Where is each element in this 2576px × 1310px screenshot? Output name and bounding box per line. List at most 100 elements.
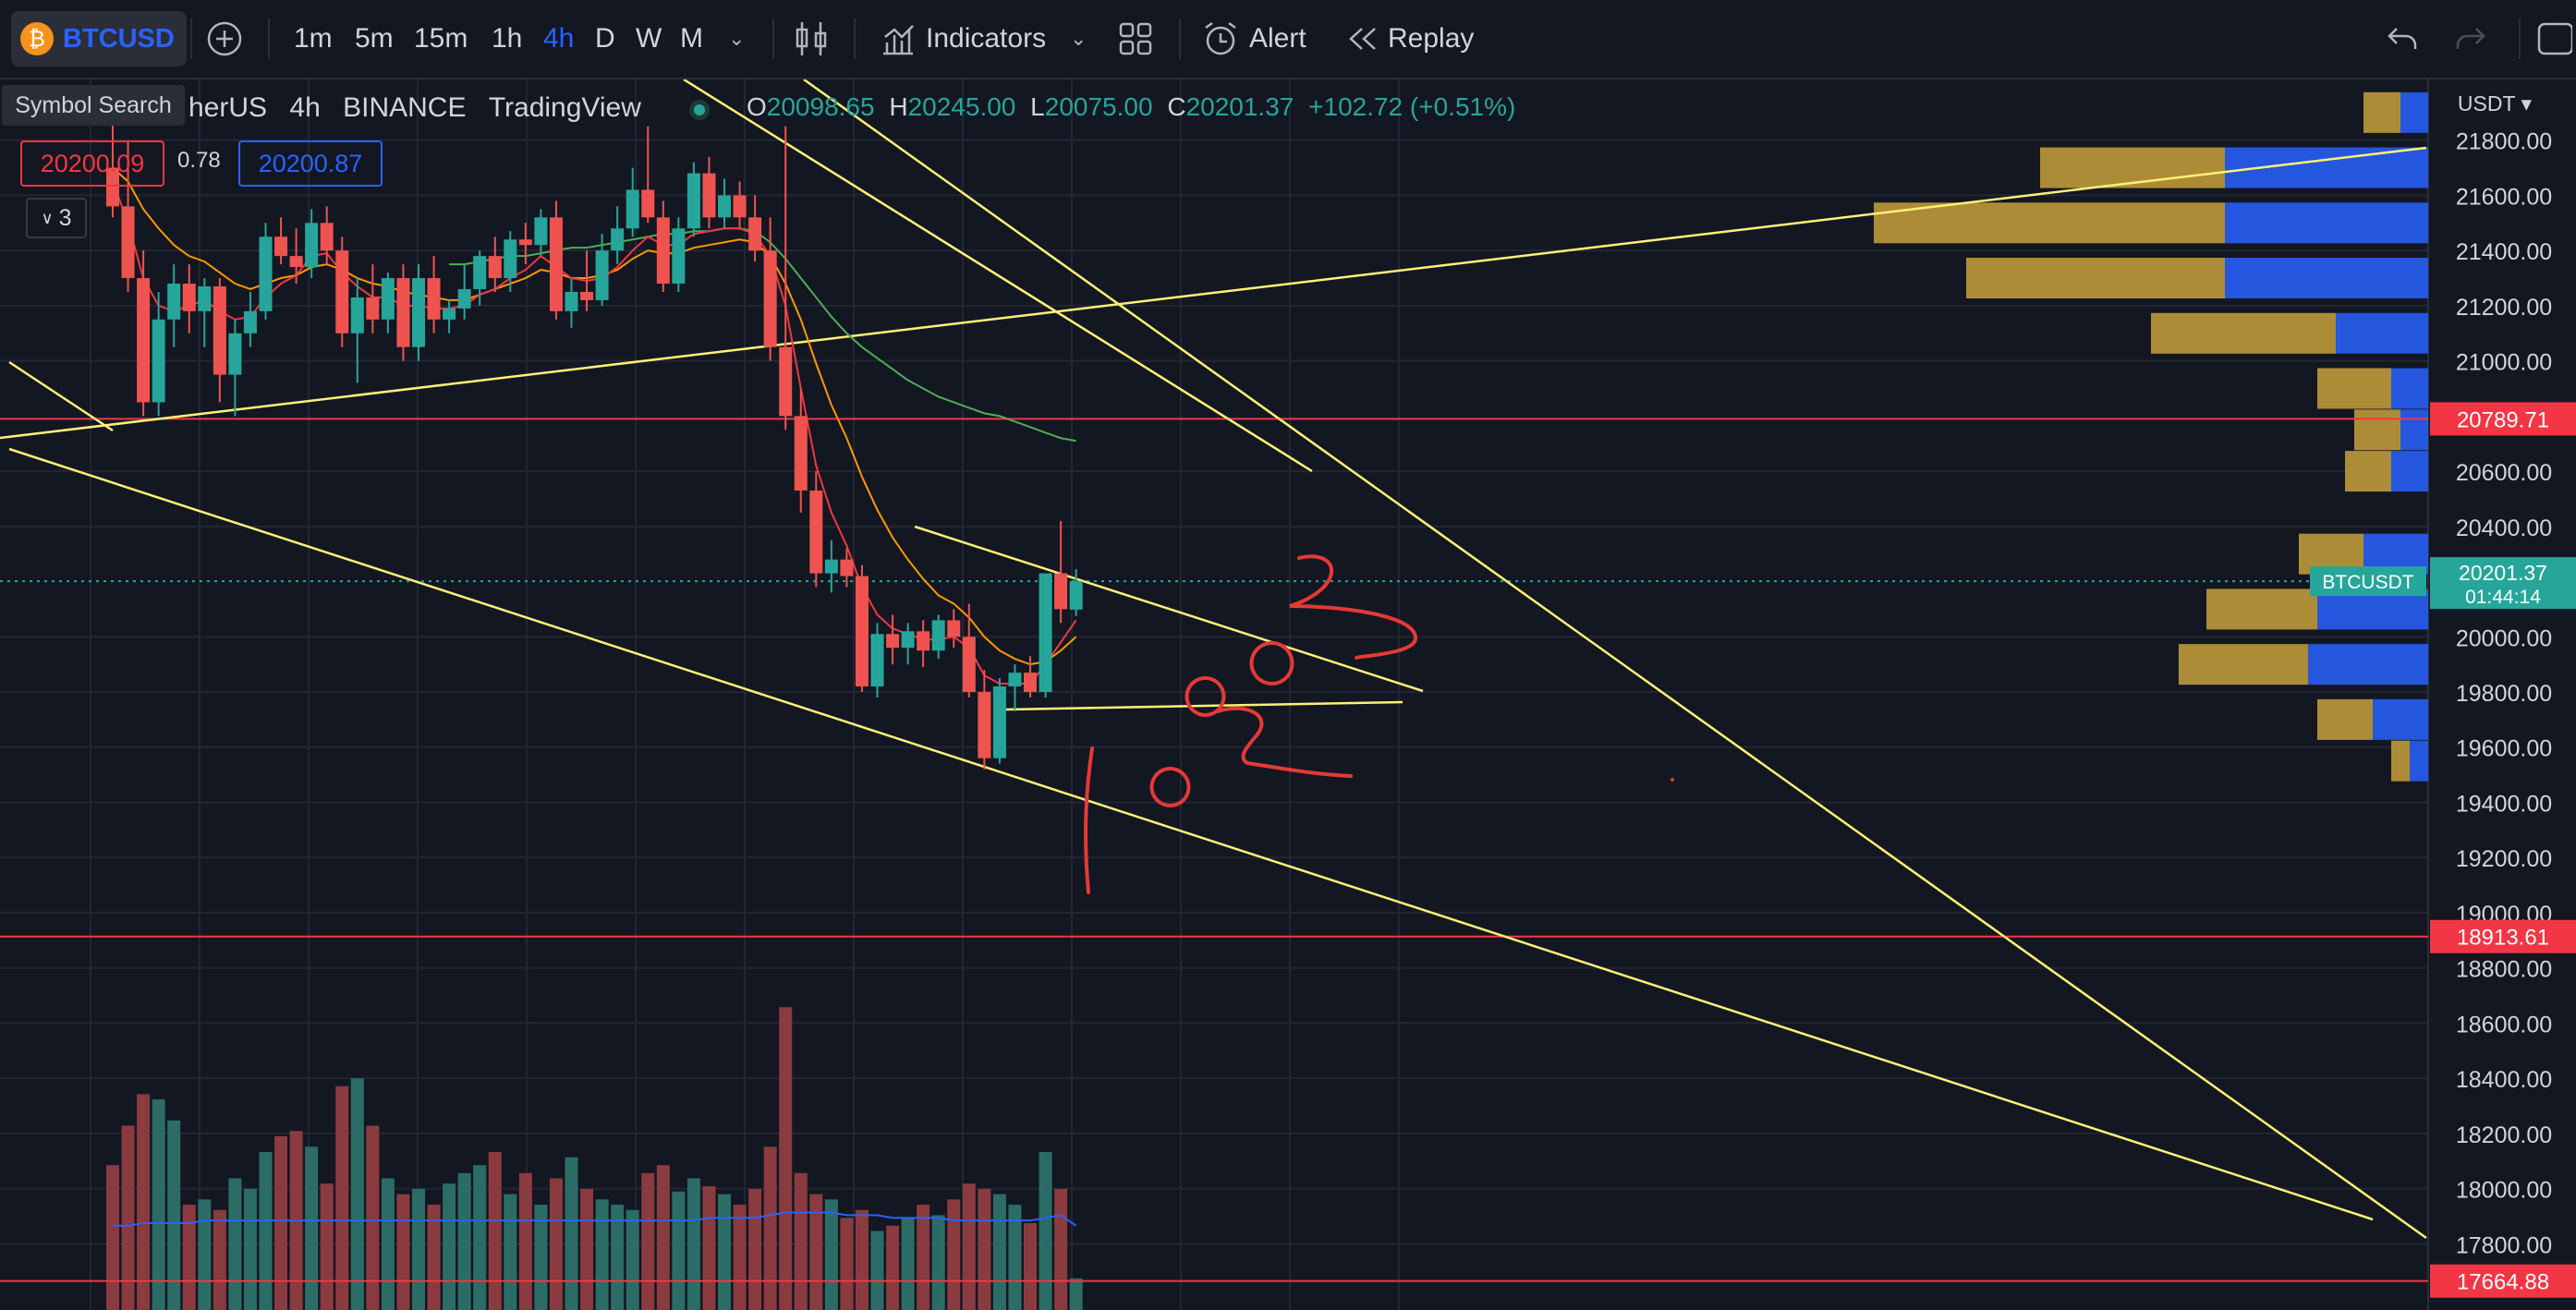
candle-body[interactable]: [1024, 673, 1037, 693]
trendline[interactable]: [8, 447, 2374, 1221]
candle-body[interactable]: [518, 239, 532, 246]
candle-body[interactable]: [350, 297, 364, 334]
candle-body[interactable]: [443, 308, 456, 320]
candle-body[interactable]: [917, 631, 930, 651]
candle-body[interactable]: [504, 239, 517, 279]
candle-body[interactable]: [733, 195, 747, 218]
candle-body[interactable]: [106, 167, 119, 207]
candle-body[interactable]: [840, 559, 854, 576]
candle-body[interactable]: [978, 692, 991, 758]
layout-templates-button[interactable]: [1118, 0, 1153, 78]
symbol-search-button[interactable]: ₿ BTCUSD: [11, 11, 187, 67]
volume-bar: [198, 1199, 212, 1310]
trendline[interactable]: [8, 360, 114, 432]
candle-body[interactable]: [672, 228, 686, 285]
candle-body[interactable]: [992, 686, 1006, 758]
candle-body[interactable]: [763, 250, 777, 347]
candle-body[interactable]: [1008, 673, 1022, 687]
legend-title-row: herUS 4h BINANCE TradingView: [188, 92, 641, 124]
candle-body[interactable]: [931, 620, 945, 651]
candle-body[interactable]: [870, 634, 884, 687]
sell-price-box[interactable]: 20200.09: [20, 140, 164, 187]
interval-d-button[interactable]: D: [595, 23, 615, 54]
candle-body[interactable]: [289, 256, 303, 268]
interval-5m-button[interactable]: 5m: [355, 23, 394, 54]
volume-bar: [641, 1172, 655, 1310]
candle-body[interactable]: [809, 490, 823, 574]
trendline[interactable]: [1004, 700, 1403, 711]
candle-body[interactable]: [335, 250, 349, 334]
candle-body[interactable]: [702, 173, 716, 218]
candle-body[interactable]: [412, 278, 425, 347]
candle-body[interactable]: [274, 237, 288, 257]
indicators-collapse-button[interactable]: ∨ 3: [26, 198, 87, 238]
trendline[interactable]: [683, 79, 1313, 473]
candle-body[interactable]: [824, 559, 838, 574]
chart-type-button[interactable]: [793, 0, 830, 78]
candle-body[interactable]: [534, 217, 548, 246]
market-status-icon[interactable]: [689, 100, 710, 120]
interval-w-button[interactable]: W: [636, 23, 662, 54]
candle-body[interactable]: [1039, 573, 1052, 693]
redo-button[interactable]: [2454, 0, 2487, 78]
candle-body[interactable]: [580, 291, 594, 300]
candle-body[interactable]: [427, 278, 441, 320]
candle-body[interactable]: [167, 284, 181, 320]
candle-body[interactable]: [962, 637, 976, 693]
interval-4h-button[interactable]: 4h: [543, 23, 575, 54]
chart-canvas[interactable]: 21800.00 21600.00 21400.00 21200.00 21000.00…: [0, 79, 2576, 1310]
candle-body[interactable]: [611, 228, 625, 251]
interval-m-button[interactable]: M: [680, 23, 703, 54]
indicators-button[interactable]: Indicators: [880, 0, 1046, 78]
candle-body[interactable]: [626, 189, 639, 229]
candle-body[interactable]: [855, 576, 869, 687]
compare-add-button[interactable]: [205, 0, 244, 78]
candle-body[interactable]: [198, 285, 212, 311]
candle-body[interactable]: [457, 288, 471, 309]
candle-body[interactable]: [243, 310, 257, 334]
candle-body[interactable]: [366, 297, 380, 320]
candle-body[interactable]: [473, 256, 487, 289]
interval-15m-button[interactable]: 15m: [414, 23, 468, 54]
replay-button[interactable]: Replay: [1345, 0, 1474, 78]
candle-body[interactable]: [901, 631, 915, 649]
trendline[interactable]: [803, 79, 2427, 1240]
candle-body[interactable]: [595, 250, 609, 300]
undo-button[interactable]: [2386, 0, 2419, 78]
candle-body[interactable]: [656, 217, 670, 285]
candle-body[interactable]: [121, 206, 135, 279]
candle-body[interactable]: [549, 217, 563, 311]
trendline[interactable]: [0, 146, 2427, 440]
indicators-dropdown-chevron-icon[interactable]: ⌄: [1070, 27, 1088, 50]
candle-body[interactable]: [137, 278, 151, 403]
candle-body[interactable]: [1054, 573, 1068, 610]
interval-1m-button[interactable]: 1m: [294, 23, 333, 54]
candle-body[interactable]: [718, 195, 731, 218]
candle-body[interactable]: [1069, 581, 1083, 610]
candle-body[interactable]: [687, 173, 700, 229]
trendline[interactable]: [914, 525, 1424, 693]
candle-body[interactable]: [152, 319, 165, 403]
candle-body[interactable]: [182, 284, 196, 311]
buy-price-box[interactable]: 20200.87: [238, 140, 383, 187]
currency-selector[interactable]: USDT ▾: [2458, 91, 2533, 115]
candle-body[interactable]: [641, 189, 655, 218]
candle-body[interactable]: [488, 256, 502, 279]
candle-body[interactable]: [381, 278, 395, 320]
candle-body[interactable]: [779, 346, 793, 417]
candle-body[interactable]: [320, 223, 334, 251]
candle-body[interactable]: [947, 620, 961, 637]
candle-body[interactable]: [396, 278, 410, 347]
interval-dropdown-chevron-icon[interactable]: ⌄: [728, 27, 746, 50]
candle-body[interactable]: [305, 223, 319, 268]
candle-body[interactable]: [213, 285, 226, 375]
interval-1h-button[interactable]: 1h: [492, 23, 523, 54]
fullscreen-button[interactable]: [2535, 0, 2572, 78]
alert-button[interactable]: Alert: [1201, 0, 1306, 78]
candle-body[interactable]: [794, 416, 808, 491]
candle-body[interactable]: [228, 333, 242, 375]
candle-body[interactable]: [565, 291, 578, 311]
candle-body[interactable]: [259, 237, 273, 311]
candle-body[interactable]: [886, 634, 900, 649]
candle-body[interactable]: [748, 217, 762, 251]
